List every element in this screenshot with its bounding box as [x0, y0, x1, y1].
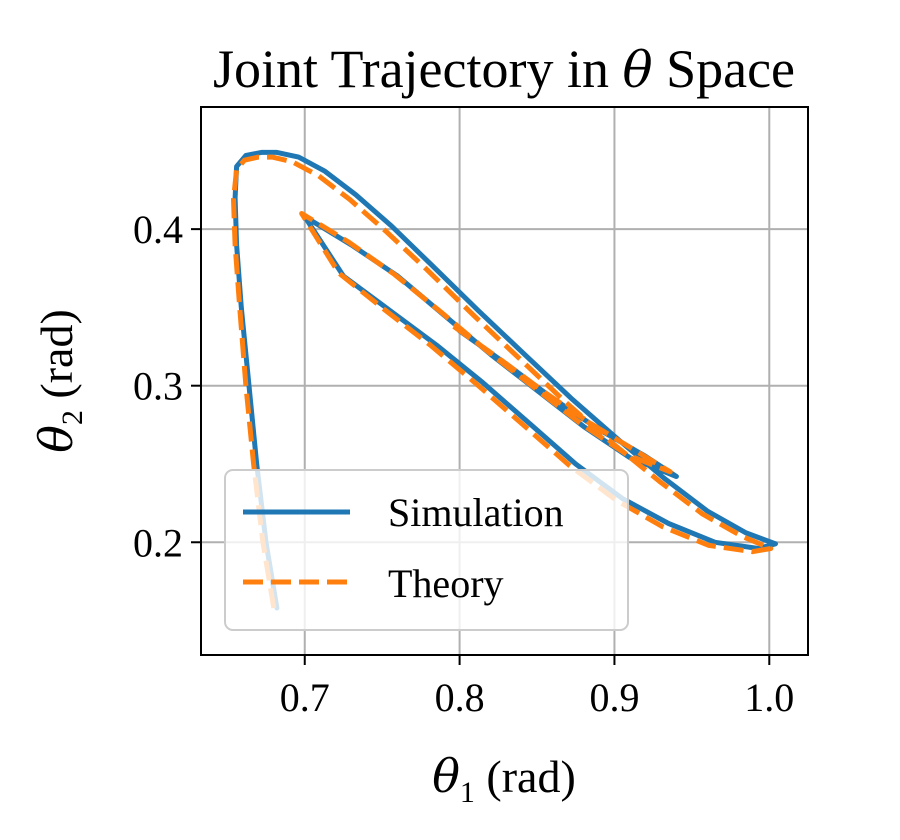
x-axis-label-symbol: θ — [432, 749, 460, 803]
x-axis-label-subscript: 1 — [460, 776, 475, 809]
chart-title-suffix: Space — [653, 39, 795, 99]
x-tick-label: 1.0 — [744, 675, 794, 720]
legend-label-simulation: Simulation — [388, 490, 564, 535]
y-axis-label-subscript: 2 — [56, 410, 89, 425]
legend: Simulation Theory — [225, 470, 628, 630]
y-tick-label: 0.4 — [133, 207, 183, 252]
x-axis-label-unit: (rad) — [475, 751, 576, 802]
x-tick-label: 0.8 — [435, 675, 485, 720]
legend-label-theory: Theory — [388, 561, 504, 606]
y-tick-label: 0.2 — [133, 520, 183, 565]
y-tick-label: 0.3 — [133, 364, 183, 409]
y-axis-label: θ2 (rad) — [29, 309, 89, 453]
x-axis-label: θ1 (rad) — [432, 749, 576, 809]
chart-title-symbol: θ — [622, 41, 652, 99]
chart-title-prefix: Joint Trajectory in — [213, 39, 623, 99]
y-axis-label-symbol: θ — [29, 425, 83, 453]
chart-title: Joint Trajectory in θ Space — [213, 39, 795, 99]
x-tick-label: 0.7 — [280, 675, 330, 720]
y-axis-label-unit: (rad) — [31, 309, 82, 410]
x-tick-label: 0.9 — [589, 675, 639, 720]
